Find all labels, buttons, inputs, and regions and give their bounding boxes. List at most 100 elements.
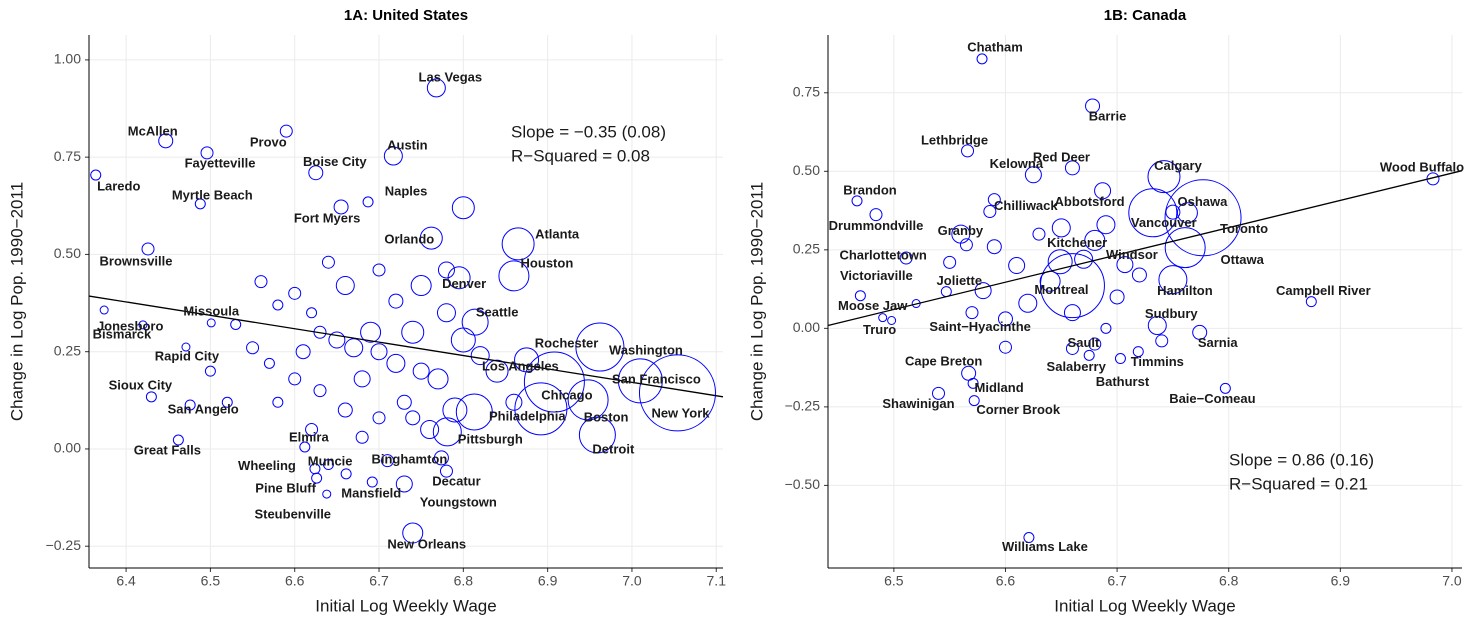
point (1032, 227, 1046, 241)
point-label: Drummondville (829, 218, 924, 233)
point (427, 368, 449, 390)
point (961, 144, 975, 158)
x-tick-label: 6.6 (996, 573, 1016, 589)
point (1147, 316, 1167, 336)
point (433, 450, 449, 466)
point-label: Elmira (289, 429, 330, 444)
point-label: Myrtle Beach (172, 187, 253, 202)
point (321, 255, 335, 269)
point (333, 199, 349, 215)
x-tick-label: 6.5 (884, 573, 904, 589)
point (1128, 188, 1178, 238)
point-label: Laredo (97, 178, 140, 193)
fit-line (88, 295, 724, 398)
point (1063, 304, 1081, 322)
point (1176, 202, 1198, 224)
point (1109, 289, 1125, 305)
x-tick-label: 6.8 (454, 573, 474, 589)
point (450, 327, 476, 353)
x-tick-label: 6.5 (201, 573, 221, 589)
point (272, 396, 284, 408)
point-label: Mansfield (341, 485, 401, 500)
point-label: Barrie (1089, 108, 1127, 123)
point (997, 311, 1013, 327)
point (322, 459, 334, 471)
point (419, 226, 443, 250)
point (485, 359, 509, 383)
point-label: Charlottetown (839, 247, 926, 262)
point (402, 522, 424, 544)
point (968, 395, 980, 407)
point (932, 386, 946, 400)
point (1155, 334, 1169, 348)
point (263, 357, 275, 369)
point (523, 351, 585, 413)
y-axis-title: Change in Log Pop. 1990−2011 (747, 182, 766, 421)
point (461, 308, 489, 336)
point (1147, 160, 1181, 194)
x-tick-label: 7.0 (1442, 573, 1462, 589)
point (386, 353, 406, 373)
point-label: Atlanta (535, 226, 580, 241)
point (1114, 353, 1126, 365)
y-tick-label: 0.00 (793, 319, 820, 335)
point (1008, 257, 1026, 275)
point (983, 205, 997, 219)
panel: 6.4 6.5 6.6 6.7 6.8 6.9 7.0 7.1 −0.25 0.00 0.25 0.5… (7, 7, 726, 616)
point-label: Sault (1068, 335, 1100, 350)
point (1085, 98, 1101, 114)
point (1023, 532, 1035, 544)
point (184, 399, 196, 411)
point-label: Lethbridge (921, 132, 988, 147)
point (943, 255, 957, 269)
point (340, 468, 352, 480)
point (141, 242, 155, 256)
point-label: Williams Lake (1002, 539, 1088, 554)
point (360, 321, 382, 343)
point (986, 239, 1002, 255)
point (1088, 337, 1102, 351)
chart-title: 1B: Canada (1104, 7, 1187, 24)
point (998, 340, 1012, 354)
point (194, 198, 206, 210)
point-label: Boston (584, 409, 629, 424)
point (311, 472, 323, 484)
point-label: Chatham (967, 39, 1023, 54)
point-label: Rapid City (155, 348, 220, 363)
point-label: Campbell River (1276, 283, 1371, 298)
point (1074, 249, 1094, 269)
point-label: Baie−Comeau (1169, 391, 1255, 406)
point (1192, 324, 1208, 340)
point-label: Midland (975, 380, 1024, 395)
point (575, 322, 625, 372)
point (1083, 349, 1095, 361)
point-label: Brandon (843, 182, 897, 197)
point-label: Naples (385, 183, 428, 198)
point (145, 391, 157, 403)
point (328, 331, 346, 349)
point (470, 346, 490, 366)
point-label: Hamilton (1157, 283, 1213, 298)
point (362, 196, 374, 208)
x-tick-label: 6.4 (116, 573, 136, 589)
point-label: Steubenville (254, 507, 331, 522)
point-label: Corner Brook (976, 402, 1061, 417)
point-label: Victoriaville (840, 268, 913, 283)
point (90, 169, 102, 181)
point (887, 316, 897, 326)
point (288, 372, 302, 386)
point (322, 489, 332, 499)
point-label: Bathurst (1096, 374, 1150, 389)
x-axis-title: Initial Log Weekly Wage (315, 596, 496, 615)
point (158, 133, 174, 149)
point-label: Great Falls (134, 442, 201, 457)
x-axis-title: Initial Log Weekly Wage (1054, 596, 1235, 615)
point (380, 454, 394, 468)
point-label: Vancouver (1131, 215, 1197, 230)
point-label: Abbotsford (1055, 194, 1125, 209)
point (295, 344, 311, 360)
point-label: Kitchener (1047, 235, 1107, 250)
x-tick-label: 7.1 (707, 573, 727, 589)
point-label: Truro (863, 322, 896, 337)
point (505, 393, 523, 411)
